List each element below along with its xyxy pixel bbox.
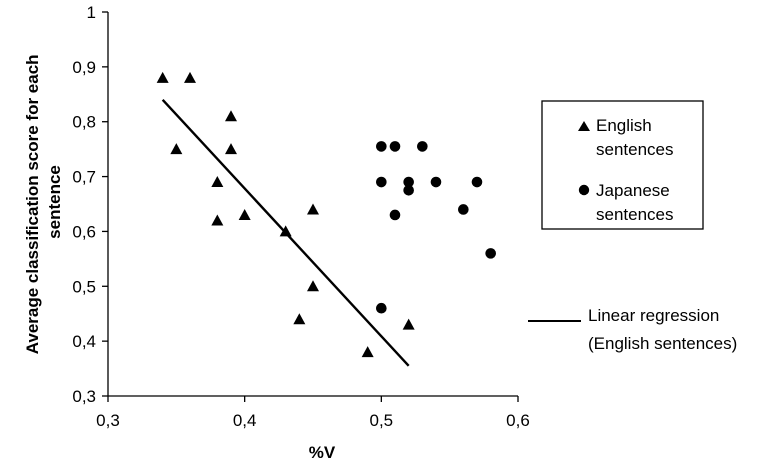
japanese-point	[389, 141, 401, 152]
english-point	[361, 346, 374, 358]
axis-ticks	[102, 11, 519, 402]
x-tick-label: 0,5	[370, 411, 394, 430]
english-point	[279, 225, 292, 237]
english-point	[184, 71, 196, 83]
tick-labels: 0,3 0,4 0,5 0,6 0,7 0,8 0,9 1 0,3 0,4 0,5 0,6	[72, 3, 529, 430]
english-point	[402, 318, 415, 330]
english-point	[170, 143, 183, 155]
japanese-point	[403, 184, 414, 196]
legend-english-line-1: English	[596, 116, 652, 135]
x-tick-label: 0,3	[96, 411, 120, 430]
japanese-point	[485, 248, 496, 259]
legend-label-english: English sentences	[596, 116, 674, 159]
regression-label-line-2: (English sentences)	[588, 334, 737, 353]
japanese-point	[376, 141, 387, 152]
legend-circle-marker	[578, 184, 590, 196]
japanese-point	[458, 204, 469, 215]
legend-box	[541, 100, 704, 230]
english-point	[238, 208, 251, 220]
y-tick-label: 0,3	[72, 387, 96, 406]
y-tick-label: 0,6	[72, 222, 96, 241]
legend-triangle-marker	[578, 121, 590, 131]
data-points	[156, 71, 496, 358]
english-point	[156, 71, 169, 83]
english-point	[225, 110, 237, 122]
japanese-point	[403, 176, 414, 188]
regression-label-line-1: Linear regression	[588, 306, 719, 325]
english-point	[225, 143, 237, 155]
y-axis-title-line-1: Average classification score for each	[23, 54, 42, 354]
legend-japanese-line-2: sentences	[596, 205, 674, 224]
japanese-point	[389, 209, 401, 221]
english-point	[307, 280, 319, 292]
x-tick-label: 0,6	[506, 411, 530, 430]
y-tick-label: 0,8	[72, 113, 96, 132]
english-point	[293, 313, 306, 325]
y-tick-label: 0,5	[72, 277, 96, 296]
japanese-point	[417, 141, 428, 152]
regression-legend-label: Linear regression (English sentences)	[588, 306, 737, 353]
japanese-point	[430, 176, 442, 188]
y-tick-label: 0,7	[72, 168, 96, 187]
y-axis-title: Average classification score for each se…	[23, 50, 64, 355]
english-point	[211, 214, 224, 226]
x-axis-title: %V	[309, 443, 336, 462]
x-tick-label: 0,4	[233, 411, 257, 430]
japanese-point	[376, 176, 387, 188]
english-point	[211, 176, 224, 188]
legend-label-japanese: Japanese sentences	[596, 181, 674, 224]
y-tick-label: 1	[87, 3, 96, 22]
japanese-point	[376, 302, 387, 314]
english-point	[307, 203, 319, 215]
y-tick-label: 0,4	[72, 332, 96, 351]
legend-japanese-line-1: Japanese	[596, 181, 670, 200]
legend-english-line-2: sentences	[596, 140, 674, 159]
y-axis-title-line-2: sentence	[45, 165, 64, 239]
y-tick-label: 0,9	[72, 58, 96, 77]
japanese-point	[471, 176, 483, 188]
